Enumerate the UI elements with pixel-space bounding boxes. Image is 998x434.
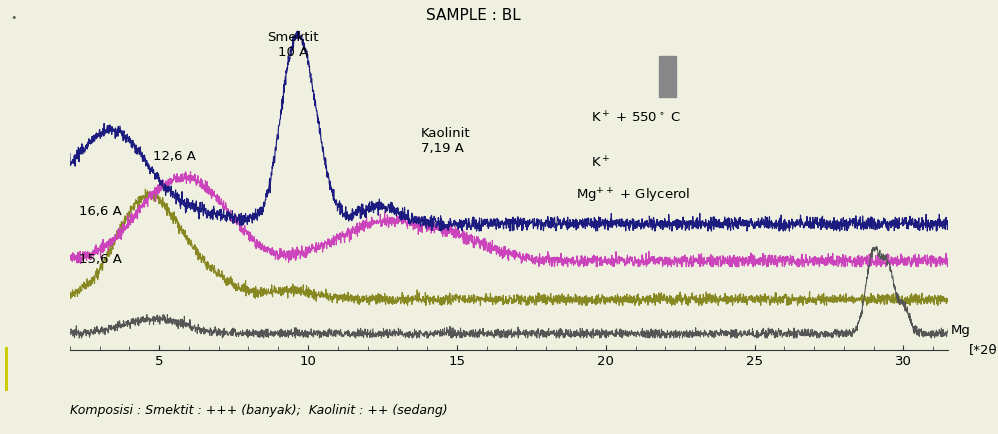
Text: 15,6 A: 15,6 A <box>79 253 122 266</box>
Text: •: • <box>10 13 17 23</box>
Text: Mg$^{++}$ + Glycerol: Mg$^{++}$ + Glycerol <box>576 186 691 204</box>
Text: 12,6 A: 12,6 A <box>154 150 196 163</box>
Text: [*2θ]: [*2θ] <box>969 343 998 356</box>
Text: SAMPLE : BL: SAMPLE : BL <box>426 8 521 23</box>
Text: Komposisi : Smektit : +++ (banyak);  Kaolinit : ++ (sedang): Komposisi : Smektit : +++ (banyak); Kaol… <box>70 404 447 417</box>
Text: 7,19 A: 7,19 A <box>421 142 464 155</box>
Text: Kaolinit: Kaolinit <box>421 127 471 140</box>
Text: 10 A: 10 A <box>278 46 308 59</box>
Text: Smektit: Smektit <box>267 31 319 44</box>
Text: K$^+$ + 550$^\circ$ C: K$^+$ + 550$^\circ$ C <box>591 111 681 126</box>
Text: K$^+$: K$^+$ <box>591 155 610 171</box>
Text: 16,6 A: 16,6 A <box>79 205 122 218</box>
Bar <box>660 56 676 97</box>
Text: Mg: Mg <box>951 324 971 337</box>
